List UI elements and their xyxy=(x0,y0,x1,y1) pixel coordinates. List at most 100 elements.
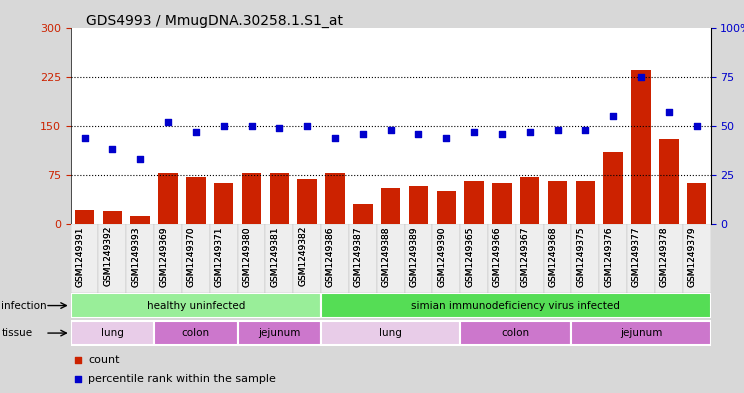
Text: GSM1249387: GSM1249387 xyxy=(354,226,363,286)
Text: GSM1249377: GSM1249377 xyxy=(632,226,641,286)
Text: jejunum: jejunum xyxy=(258,328,301,338)
Bar xyxy=(75,209,94,224)
Point xyxy=(635,73,647,80)
Bar xyxy=(237,224,266,293)
Text: GSM1249389: GSM1249389 xyxy=(409,226,418,286)
Text: GSM1249387: GSM1249387 xyxy=(354,226,363,286)
Bar xyxy=(186,177,205,224)
Bar xyxy=(381,188,400,224)
Point xyxy=(134,156,146,162)
Bar xyxy=(460,224,488,293)
Text: count: count xyxy=(89,354,120,365)
Bar xyxy=(242,173,261,224)
Point xyxy=(690,123,702,129)
Text: GSM1249392: GSM1249392 xyxy=(103,226,112,286)
Bar xyxy=(432,224,460,293)
Text: infection: infection xyxy=(1,301,47,310)
Bar xyxy=(571,224,599,293)
Point xyxy=(524,129,536,135)
Text: GSM1249393: GSM1249393 xyxy=(131,226,140,286)
Text: GSM1249386: GSM1249386 xyxy=(326,226,335,286)
Point xyxy=(385,127,397,133)
Bar xyxy=(516,224,544,293)
Text: GSM1249381: GSM1249381 xyxy=(270,226,279,286)
Text: GSM1249370: GSM1249370 xyxy=(187,226,196,286)
Bar xyxy=(405,224,432,293)
Bar xyxy=(130,216,150,224)
Bar xyxy=(603,152,623,224)
Point xyxy=(246,123,257,129)
Bar xyxy=(126,224,154,293)
Bar xyxy=(325,173,344,224)
Point xyxy=(162,119,174,125)
Bar xyxy=(298,180,317,224)
Bar xyxy=(266,224,293,293)
Bar xyxy=(687,183,706,224)
Text: jejunum: jejunum xyxy=(620,328,662,338)
Text: GSM1249376: GSM1249376 xyxy=(604,226,613,286)
Text: GSM1249366: GSM1249366 xyxy=(493,226,502,286)
Bar xyxy=(437,191,456,224)
Text: GSM1249365: GSM1249365 xyxy=(465,226,474,286)
Text: GDS4993 / MmugDNA.30258.1.S1_at: GDS4993 / MmugDNA.30258.1.S1_at xyxy=(86,14,342,28)
Text: GSM1249382: GSM1249382 xyxy=(298,226,307,286)
Text: GSM1249367: GSM1249367 xyxy=(521,226,530,286)
Text: colon: colon xyxy=(182,328,210,338)
Point xyxy=(468,129,480,135)
Text: GSM1249392: GSM1249392 xyxy=(103,226,112,286)
Text: simian immunodeficiency virus infected: simian immunodeficiency virus infected xyxy=(411,301,620,310)
Bar xyxy=(492,183,512,224)
Text: GSM1249380: GSM1249380 xyxy=(243,226,251,286)
Text: healthy uninfected: healthy uninfected xyxy=(147,301,245,310)
Text: GSM1249393: GSM1249393 xyxy=(131,226,140,286)
Point xyxy=(273,125,285,131)
Text: GSM1249379: GSM1249379 xyxy=(687,226,696,286)
Text: percentile rank within the sample: percentile rank within the sample xyxy=(89,374,276,384)
Text: GSM1249378: GSM1249378 xyxy=(660,226,669,286)
Text: GSM1249377: GSM1249377 xyxy=(632,226,641,286)
Point xyxy=(218,123,230,129)
Point xyxy=(79,134,91,141)
Bar xyxy=(269,173,289,224)
Bar xyxy=(631,70,651,224)
Text: GSM1249391: GSM1249391 xyxy=(76,226,85,286)
Text: GSM1249378: GSM1249378 xyxy=(660,226,669,286)
Bar xyxy=(548,182,567,224)
Bar xyxy=(321,293,711,318)
Point xyxy=(357,130,369,137)
Bar xyxy=(353,204,373,224)
Bar xyxy=(599,224,627,293)
Bar xyxy=(376,224,405,293)
Bar xyxy=(154,321,237,345)
Point xyxy=(580,127,591,133)
Text: GSM1249367: GSM1249367 xyxy=(521,226,530,286)
Point xyxy=(496,130,508,137)
Bar xyxy=(71,321,154,345)
Text: lung: lung xyxy=(101,328,124,338)
Text: GSM1249368: GSM1249368 xyxy=(548,226,557,286)
Text: GSM1249375: GSM1249375 xyxy=(577,226,586,286)
Bar xyxy=(627,224,655,293)
Bar xyxy=(103,211,122,224)
Text: GSM1249390: GSM1249390 xyxy=(437,226,446,286)
Bar xyxy=(321,224,349,293)
Text: GSM1249386: GSM1249386 xyxy=(326,226,335,286)
Point xyxy=(551,127,563,133)
Text: tissue: tissue xyxy=(1,328,33,338)
Bar xyxy=(158,173,178,224)
Text: colon: colon xyxy=(501,328,530,338)
Text: GSM1249369: GSM1249369 xyxy=(159,226,168,286)
Text: GSM1249390: GSM1249390 xyxy=(437,226,446,286)
Bar xyxy=(321,321,460,345)
Bar xyxy=(349,224,376,293)
Point xyxy=(190,129,202,135)
Bar xyxy=(237,321,321,345)
Text: GSM1249376: GSM1249376 xyxy=(604,226,613,286)
Bar xyxy=(210,224,237,293)
Bar xyxy=(460,321,571,345)
Text: GSM1249388: GSM1249388 xyxy=(382,226,391,286)
Text: GSM1249391: GSM1249391 xyxy=(76,226,85,286)
Bar xyxy=(71,293,321,318)
Bar xyxy=(488,224,516,293)
Point xyxy=(607,113,619,119)
